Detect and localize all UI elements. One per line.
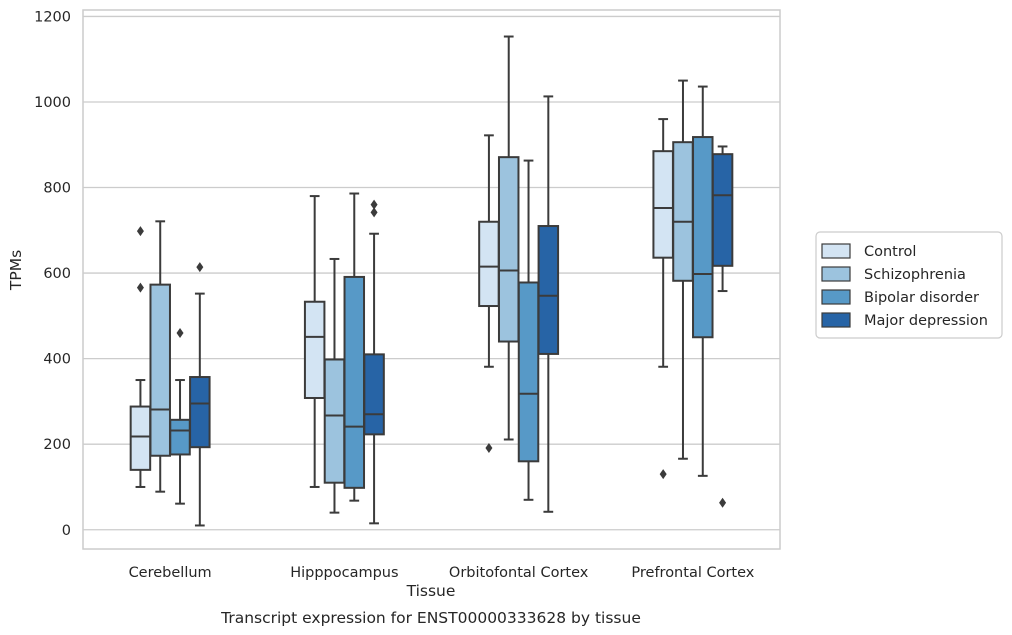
x-tick-label: Prefrontal Cortex	[631, 565, 754, 581]
legend-frame	[815, 231, 1003, 339]
box-major-depression	[363, 199, 385, 525]
legend-label: Control	[864, 244, 916, 260]
legend-label: Major depression	[864, 313, 988, 329]
legend-swatch	[821, 312, 851, 328]
y-axis-label: TPMs	[7, 250, 25, 291]
iqr-box	[497, 156, 520, 343]
box-bipolar-disorder	[517, 159, 540, 501]
outlier-point	[370, 199, 378, 210]
legend-swatch	[821, 243, 851, 259]
iqr-box	[303, 300, 326, 399]
y-tick-label: 0	[62, 523, 71, 539]
box-major-depression	[189, 262, 211, 527]
iqr-box	[129, 405, 152, 471]
legend-label: Schizophrenia	[864, 267, 966, 283]
box-major-depression	[711, 145, 734, 508]
y-tick-label: 400	[43, 352, 71, 368]
box-schizophrenia	[672, 79, 694, 460]
box-schizophrenia	[497, 35, 520, 441]
box-major-depression	[537, 95, 560, 513]
x-tick-label: Orbitofontal Cortex	[449, 565, 589, 581]
y-tick-label: 1000	[34, 95, 71, 111]
plot-frame	[82, 9, 781, 550]
chart-caption: Transcript expression for ENST0000033362…	[220, 609, 641, 627]
outlier-point	[196, 262, 204, 273]
iqr-box	[711, 153, 734, 267]
x-tick-labels: Cerebellum Hipppocampus Orbitofontal Corte…	[129, 565, 755, 581]
box-bipolar-disorder	[169, 327, 191, 505]
iqr-box	[343, 275, 366, 489]
iqr-box	[692, 136, 714, 339]
y-tick-label: 1200	[34, 9, 71, 25]
legend-swatch	[821, 289, 851, 305]
iqr-box	[149, 283, 171, 457]
y-tick-label: 200	[43, 437, 71, 453]
box-schizophrenia	[323, 257, 346, 514]
box-control	[478, 134, 500, 454]
iqr-box	[478, 220, 500, 308]
y-tick-labels: 0 200 400 600 800 1000 1200	[34, 9, 71, 538]
iqr-box	[537, 225, 560, 355]
outlier-point	[370, 207, 378, 218]
iqr-box	[517, 281, 540, 463]
x-tick-label: Cerebellum	[129, 565, 212, 581]
box-control	[303, 195, 326, 488]
box-schizophrenia	[149, 220, 171, 493]
iqr-box	[189, 376, 211, 449]
outlier-point	[485, 443, 493, 454]
legend-label: Bipolar disorder	[864, 290, 979, 306]
outlier-point	[176, 327, 184, 338]
legend: Control Schizophrenia Bipolar disorder Majo…	[815, 231, 1003, 339]
iqr-box	[169, 418, 191, 456]
y-tick-label: 600	[43, 266, 71, 282]
box-control	[129, 226, 152, 488]
x-axis-label: Tissue	[406, 582, 456, 600]
box-bipolar-disorder	[343, 192, 366, 502]
outlier-point	[136, 226, 144, 237]
iqr-box	[652, 150, 674, 259]
iqr-box	[672, 141, 694, 282]
y-tick-label: 800	[43, 181, 71, 197]
legend-swatch	[821, 266, 851, 282]
box-groups	[129, 35, 734, 527]
x-tick-label: Hipppocampus	[290, 565, 398, 581]
outlier-point	[719, 497, 727, 508]
outlier-point	[136, 282, 144, 293]
iqr-box	[363, 353, 385, 436]
iqr-box	[323, 358, 346, 484]
outlier-point	[659, 469, 667, 480]
